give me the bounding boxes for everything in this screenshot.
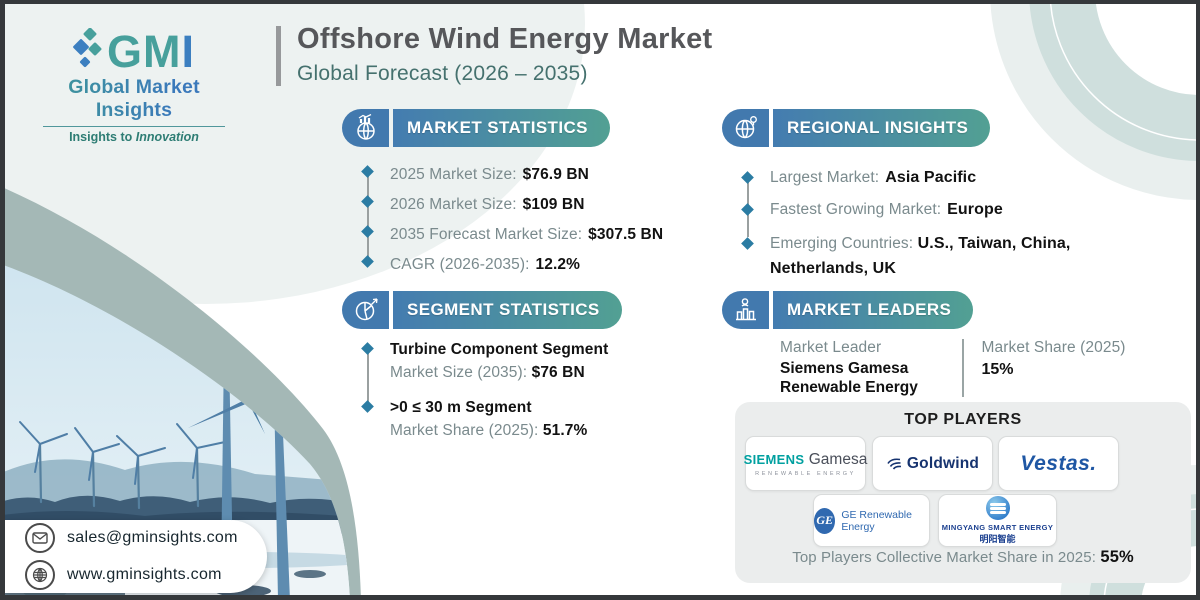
- gmi-wordmark: GMI: [106, 25, 196, 77]
- stat-item: Emerging Countries: U.S., Taiwan, China,…: [741, 231, 1170, 281]
- logo-card-goldwind: Goldwind: [872, 436, 993, 491]
- segment-statistics-pie-icon: [342, 291, 389, 329]
- section-market-leaders-header: MARKET LEADERS: [722, 291, 974, 329]
- stat-row: Fastest Growing Market: Europe: [741, 194, 1170, 226]
- brand-divider: [43, 126, 225, 127]
- diamond-bullet-icon: [361, 165, 374, 178]
- page-subtitle: Global Forecast (2026 – 2035): [297, 61, 588, 85]
- section-title: MARKET STATISTICS: [407, 118, 588, 137]
- page-title: Offshore Wind Energy Market: [297, 23, 713, 55]
- gmi-diamonds-icon: [73, 28, 102, 68]
- contact-website[interactable]: www.gminsights.com: [67, 566, 222, 583]
- market-leader-label: Market Leader: [780, 339, 882, 356]
- brand-name: Global Market Insights: [29, 76, 239, 122]
- market-leader-block: Market Leader Siemens Gamesa Renewable E…: [780, 339, 1126, 397]
- stat-item: Turbine Component Segment Market Size (2…: [361, 338, 608, 384]
- leader-divider: [962, 339, 964, 397]
- title-block: Offshore Wind Energy Market Global Forec…: [276, 21, 713, 86]
- bullet-connector-line: [367, 171, 369, 262]
- stat-row: 2026 Market Size: $109 BN: [361, 190, 663, 220]
- logo-card-vestas: Vestas.: [998, 436, 1119, 491]
- mingyang-sphere-icon: [985, 496, 1010, 520]
- regional-insights-globe-pin-icon: [722, 109, 769, 147]
- logo-card-ge: GE GE Renewable Energy: [813, 494, 930, 547]
- contact-email[interactable]: sales@gminsights.com: [67, 529, 238, 546]
- title-accent-bar: [276, 26, 281, 86]
- diamond-bullet-icon: [361, 225, 374, 238]
- section-market-statistics-header: MARKET STATISTICS: [342, 109, 610, 147]
- regional-insights-list: Largest Market: Asia Pacific Fastest Grow…: [741, 162, 1170, 293]
- stat-row: 2035 Forecast Market Size: $307.5 BN: [361, 220, 663, 250]
- market-leaders-podium-icon: [722, 291, 769, 329]
- gmi-logo: GMI Global Market Insights Insights to I…: [29, 28, 239, 144]
- market-statistics-globe-chart-icon: [342, 109, 389, 147]
- diamond-bullet-icon: [361, 400, 374, 413]
- top-players-panel: TOP PLAYERS SIEMENS Gamesa RENEWABLE ENE…: [735, 402, 1191, 583]
- logo-card-mingyang: MINGYANG SMART ENERGY 明阳智能: [938, 494, 1057, 547]
- logo-card-siemens-gamesa: SIEMENS Gamesa RENEWABLE ENERGY: [744, 436, 867, 491]
- market-share-value: 15%: [981, 361, 1014, 378]
- section-segment-statistics-header: SEGMENT STATISTICS: [342, 291, 622, 329]
- top-players-title: TOP PLAYERS: [904, 411, 1022, 428]
- market-statistics-list: 2025 Market Size: $76.9 BN 2026 Market Si…: [361, 160, 663, 280]
- top-players-footer: Top Players Collective Market Share in 2…: [792, 548, 1134, 566]
- diamond-bullet-icon: [741, 203, 754, 216]
- stat-item: >0 ≤ 30 m Segment Market Share (2025): 5…: [361, 396, 608, 442]
- diamond-bullet-icon: [741, 171, 754, 184]
- diamond-bullet-icon: [361, 342, 374, 355]
- contact-pill: sales@gminsights.com www.gminsights.com: [5, 520, 267, 593]
- market-leader-name: Siemens Gamesa Renewable Energy: [780, 360, 918, 396]
- stat-row: Largest Market: Asia Pacific: [741, 162, 1170, 194]
- market-share-label: Market Share (2025): [981, 339, 1126, 356]
- bullet-connector-line: [367, 348, 369, 410]
- globe-icon: [25, 560, 55, 590]
- ge-monogram-icon: GE: [814, 507, 836, 534]
- diamond-bullet-icon: [361, 195, 374, 208]
- diamond-bullet-icon: [741, 237, 754, 250]
- section-title: MARKET LEADERS: [787, 300, 952, 319]
- segment-statistics-list: Turbine Component Segment Market Size (2…: [361, 338, 608, 454]
- email-icon: [25, 523, 55, 553]
- contact-website-row[interactable]: www.gminsights.com: [25, 560, 267, 590]
- brand-tagline: Insights to Innovation: [69, 130, 199, 144]
- section-regional-insights-header: REGIONAL INSIGHTS: [722, 109, 991, 147]
- contact-email-row[interactable]: sales@gminsights.com: [25, 523, 267, 553]
- section-title: SEGMENT STATISTICS: [407, 300, 600, 319]
- stat-row: CAGR (2026-2035): 12.2%: [361, 250, 663, 280]
- stat-row: 2025 Market Size: $76.9 BN: [361, 160, 663, 190]
- section-title: REGIONAL INSIGHTS: [787, 118, 969, 137]
- goldwind-swirl-icon: [887, 457, 901, 469]
- diamond-bullet-icon: [361, 255, 374, 268]
